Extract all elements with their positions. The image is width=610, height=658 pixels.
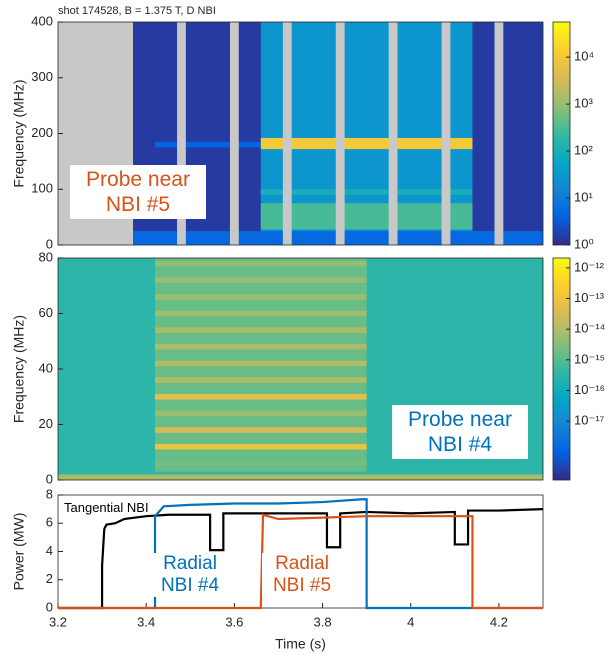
heatmap-cell [260,22,473,232]
colorbar-tick-label: 10⁻¹⁵ [574,351,605,366]
y-tick-label: 400 [31,13,53,28]
y-tick-label: 300 [31,69,53,84]
heatmap-cell [155,427,367,433]
heatmap-cell [155,360,367,367]
annotation: Probe near NBI #4 [392,405,528,459]
colorbar-tick-label: 10⁻¹² [574,259,605,274]
x-tick-label: 3.8 [314,614,332,629]
x-tick-label: 4.2 [490,614,508,629]
y-tick-label: 0 [46,599,53,614]
heatmap-cell [58,474,543,480]
colorbar-tick-label: 10³ [574,96,593,111]
annotation: Probe near NBI #5 [70,165,206,219]
x-tick-label: 3.2 [49,614,67,629]
heatmap-cell [155,410,367,417]
heatmap-cell [260,203,473,230]
heatmap-cell [155,277,367,283]
y-tick-label: 0 [46,236,53,251]
y-tick-label: 80 [39,249,53,264]
heatmap-cell [155,294,367,300]
chart-title: shot 174528, B = 1.375 T, D NBI [58,5,216,17]
colorbar-tick-label: 10⁰ [574,236,594,251]
colorbar-tick-label: 10⁻¹³ [574,290,605,305]
heatmap-cell [155,327,367,333]
y-tick-label: 60 [39,305,53,320]
series-label: Tangential NBI [64,500,149,515]
colorbar-tick-label: 10² [574,143,593,158]
y-tick-label: 100 [31,181,53,196]
y-tick-label: 0 [46,471,53,486]
colorbar-tick-label: 10⁻¹⁶ [574,382,605,397]
heatmap-cell [155,460,367,467]
data-gap [335,22,345,245]
heatmap-cell [155,260,367,267]
x-axis-label: Time (s) [275,636,326,652]
colorbar-tick-label: 10¹ [574,189,593,204]
data-gap [388,22,398,245]
colorbar-tick-label: 10⁴ [574,49,594,64]
x-tick-label: 3.6 [225,614,243,629]
y-tick-label: 4 [46,543,53,558]
data-gap [494,22,504,245]
series-label: Radial NBI #5 [262,553,342,597]
colorbar-tick-label: 10⁻¹⁷ [574,413,605,428]
x-tick-label: 3.4 [137,614,155,629]
y-tick-label: 6 [46,515,53,530]
heatmap-cell [260,189,473,195]
colorbar [552,21,571,246]
heatmap-cell [155,141,261,148]
heatmap-cell [155,377,367,383]
data-gap [282,22,292,245]
y-axis-label: Frequency (MHz) [11,315,27,423]
series-line [58,498,543,610]
heatmap-cell [260,137,473,150]
y-tick-label: 20 [39,416,53,431]
heatmap-cell [155,344,367,350]
heatmap-cell [155,310,367,317]
colorbar-tick-label: 10⁻¹⁴ [574,321,605,336]
data-gap [177,22,186,245]
series-line [58,513,543,610]
y-tick-label: 200 [31,125,53,140]
data-gap [229,22,239,245]
series-label: Radial NBI #4 [150,553,230,597]
data-gap [441,22,451,245]
y-axis-label: Frequency (MHz) [11,79,27,187]
y-tick-label: 40 [39,360,53,375]
heatmap-cell [155,443,367,450]
colorbar [552,257,571,481]
heatmap-cell [155,393,367,400]
x-tick-label: 4 [407,614,414,629]
series-line [58,508,544,610]
y-tick-label: 2 [46,571,53,586]
y-tick-label: 8 [46,486,53,501]
y-axis-label: Power (MW) [11,513,27,591]
